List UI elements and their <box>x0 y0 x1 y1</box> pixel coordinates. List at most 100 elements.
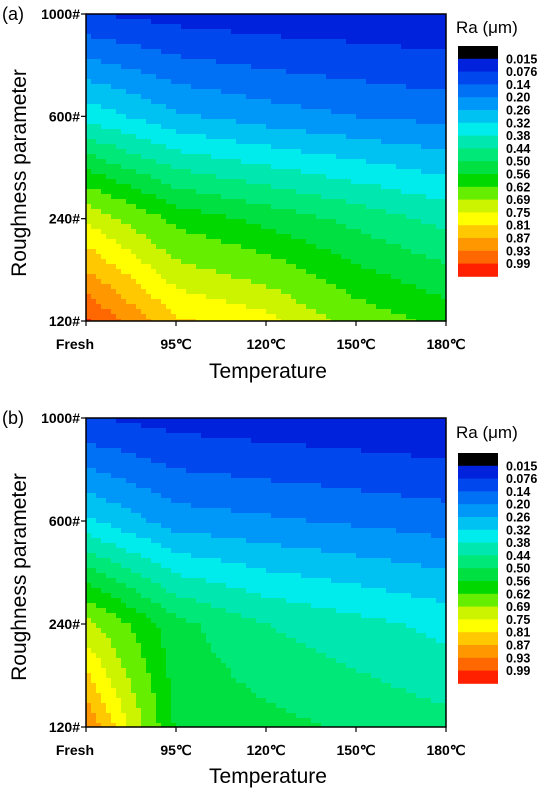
contour-cell <box>406 144 412 150</box>
contour-cell <box>371 229 377 235</box>
contour-cell <box>191 134 197 140</box>
contour-cell <box>351 209 357 215</box>
contour-cell <box>281 74 287 80</box>
contour-cell <box>321 304 327 310</box>
contour-cell <box>211 219 217 225</box>
contour-cell <box>181 259 187 265</box>
contour-cell <box>376 94 382 100</box>
contour-cell <box>431 319 437 322</box>
contour-cell <box>206 109 212 115</box>
contour-cell <box>221 184 227 190</box>
legend-level-label: 0.75 <box>506 206 530 220</box>
contour-cell <box>381 24 387 30</box>
contour-cell <box>296 269 302 275</box>
contour-cell <box>236 224 242 230</box>
contour-cell <box>396 249 402 255</box>
contour-cell <box>156 264 162 270</box>
contour-cell <box>166 299 172 305</box>
contour-cell <box>416 259 422 265</box>
contour-cell <box>261 244 267 250</box>
contour-cell <box>331 284 337 290</box>
contour-cell <box>301 154 307 160</box>
contour-cell <box>411 249 417 255</box>
contour-cell <box>216 299 222 305</box>
contour-cell <box>116 433 122 439</box>
contour-cell <box>426 124 432 130</box>
contour-cell <box>406 104 412 110</box>
contour-cell <box>226 54 232 60</box>
contour-cell <box>271 169 277 175</box>
contour-cell <box>371 14 377 20</box>
contour-cell <box>156 229 162 235</box>
contour-cell <box>416 214 422 220</box>
contour-cell <box>191 418 197 424</box>
contour-cell <box>201 49 207 55</box>
contour-cell <box>431 254 437 260</box>
contour-cell <box>271 319 277 322</box>
contour-cell <box>436 433 442 439</box>
contour-cell <box>161 184 167 190</box>
contour-cell <box>191 14 197 20</box>
contour-cell <box>251 149 257 155</box>
contour-cell <box>101 254 107 260</box>
contour-cell <box>256 219 262 225</box>
contour-cell <box>296 319 302 322</box>
contour-cell <box>131 269 137 275</box>
contour-cell <box>226 433 232 439</box>
contour-cell <box>336 194 342 200</box>
contour-cell <box>116 209 122 215</box>
contour-cell <box>186 179 192 185</box>
contour-cell <box>121 134 127 140</box>
contour-cell <box>136 319 142 322</box>
contour-cell <box>181 154 187 160</box>
contour-cell <box>291 294 297 300</box>
contour-cell <box>426 99 432 105</box>
contour-cell <box>116 259 122 265</box>
contour-cell <box>346 299 352 305</box>
contour-cell <box>311 279 317 285</box>
contour-cell <box>391 49 397 55</box>
contour-cell <box>311 149 317 155</box>
contour-cell <box>116 319 122 322</box>
contour-cell <box>266 448 272 454</box>
contour-cell <box>281 114 287 120</box>
contour-cell <box>251 64 257 70</box>
contour-cell <box>316 214 322 220</box>
contour-cell <box>86 274 92 280</box>
contour-cell <box>166 229 172 235</box>
contour-cell <box>116 99 122 105</box>
contour-cell <box>431 79 437 85</box>
contour-cell <box>166 129 172 135</box>
contour-cell <box>431 59 437 65</box>
contour-cell <box>256 284 262 290</box>
contour-cell <box>131 89 137 95</box>
contour-cell <box>276 149 282 155</box>
contour-cell <box>301 149 307 155</box>
contour-cell <box>346 423 352 429</box>
contour-cell <box>216 59 222 65</box>
contour-cell <box>206 94 212 100</box>
contour-cell <box>376 44 382 50</box>
contour-cell <box>121 249 127 255</box>
contour-cell <box>421 44 427 50</box>
contour-cell <box>281 99 287 105</box>
contour-cell <box>176 284 182 290</box>
contour-cell <box>181 124 187 130</box>
contour-cell <box>131 264 137 270</box>
contour-cell <box>351 299 357 305</box>
contour-cell <box>336 164 342 170</box>
contour-cell <box>201 204 207 210</box>
contour-cell <box>301 124 307 130</box>
contour-cell <box>431 164 437 170</box>
contour-cell <box>191 229 197 235</box>
contour-cell <box>411 234 417 240</box>
contour-cell <box>261 224 267 230</box>
contour-cell <box>301 199 307 205</box>
contour-cell <box>236 314 242 320</box>
contour-cell <box>376 309 382 315</box>
contour-cell <box>351 129 357 135</box>
contour-cell <box>206 428 212 434</box>
contour-cell <box>406 69 412 75</box>
contour-cell <box>301 89 307 95</box>
contour-cell <box>261 438 267 444</box>
